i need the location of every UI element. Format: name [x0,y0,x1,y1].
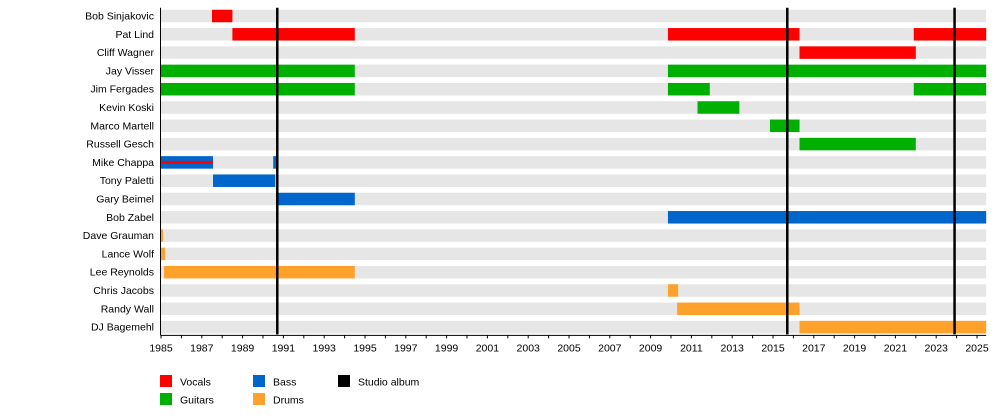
row-background [161,192,987,206]
x-tick-label: 1997 [394,342,418,354]
member-name: Tony Paletti [100,175,154,187]
x-tick-label: 1987 [190,342,214,354]
row-background [161,302,987,316]
period-bar-drums [161,247,166,261]
member-name: Russell Gesch [86,139,154,151]
period-bar-guitars [667,64,987,78]
row-background [161,265,987,279]
row-background [161,320,987,334]
legend-swatch-drums [253,393,265,405]
x-tick-label: 2001 [476,342,500,354]
member-name: Gary Beimel [96,194,154,206]
x-tick-label: 2003 [517,342,541,354]
legend-swatch-vocals [160,375,172,387]
legend-label: Vocals [180,377,211,389]
row-background [161,156,987,169]
row-background [161,174,987,187]
period-bar-drums [164,265,355,279]
row-background [161,46,987,59]
legend-label: Guitars [180,395,214,407]
member-name: Chris Jacobs [93,285,154,297]
x-tick-label: 2021 [884,342,908,354]
row-background [161,82,987,96]
member-name: Jim Fergades [90,84,154,96]
x-tick-label: 1999 [435,342,459,354]
x-tick-label: 2005 [557,342,581,354]
period-bar-guitars [667,82,710,96]
member-name: Lance Wolf [102,248,154,260]
period-bar-vocals [161,160,214,164]
legend-label: Drums [273,395,304,407]
member-name: Randy Wall [101,303,154,315]
period-bar-bass [213,174,276,187]
member-name: Marco Martell [90,120,154,132]
period-bar-bass [667,211,987,224]
period-bar-vocals [913,28,987,41]
legend-swatch-guitars [160,393,172,405]
member-name: Lee Reynolds [90,267,154,279]
x-tick-label: 1985 [149,342,173,354]
x-tick-label: 2013 [721,342,745,354]
member-name: Kevin Koski [99,102,154,114]
member-name: Pat Lind [115,29,154,41]
period-bar-bass [278,192,355,206]
period-bar-drums [799,320,987,334]
member-name: Jay Visser [106,65,155,77]
row-background [161,9,987,23]
legend-label: Studio album [358,377,420,389]
x-tick-label: 2007 [598,342,622,354]
x-tick-label: 2023 [925,342,949,354]
period-bar-vocals [212,9,233,23]
x-tick-label: 2019 [843,342,867,354]
row-background [161,247,987,261]
period-bar-drums [161,229,164,242]
x-tick-label: 1993 [313,342,337,354]
legend-label: Bass [273,377,296,389]
member-name: DJ Bagemehl [91,322,154,334]
period-bar-guitars [161,82,355,96]
row-background [161,101,987,114]
row-background [161,229,987,242]
legend-swatch-bass [253,375,265,387]
member-name: Mike Chappa [92,157,154,169]
period-bar-guitars [913,82,987,96]
row-background [161,119,987,133]
x-tick-label: 1989 [231,342,255,354]
x-tick-label: 2011 [680,342,703,354]
period-bar-vocals [232,28,355,41]
x-tick-label: 2015 [761,342,785,354]
period-bar-vocals [799,46,916,59]
period-bar-guitars [697,101,740,114]
member-name: Bob Sinjakovic [85,11,154,23]
period-bar-bass [273,156,278,169]
period-bar-guitars [161,64,355,78]
period-bar-drums [677,302,800,316]
x-tick-label: 2009 [639,342,663,354]
member-name: Bob Zabel [106,212,154,224]
legend-swatch-studio-album [338,375,350,387]
x-tick-label: 2017 [802,342,826,354]
period-bar-guitars [769,119,800,133]
member-name: Dave Grauman [83,230,154,242]
x-tick-label: 1995 [353,342,377,354]
member-name: Cliff Wagner [97,47,155,59]
row-background [161,284,987,297]
period-bar-drums [667,284,679,297]
x-tick-label: 2025 [965,342,989,354]
x-tick-label: 1991 [272,342,296,354]
period-bar-guitars [799,137,916,151]
period-bar-vocals [667,28,800,41]
row-background [161,137,987,151]
